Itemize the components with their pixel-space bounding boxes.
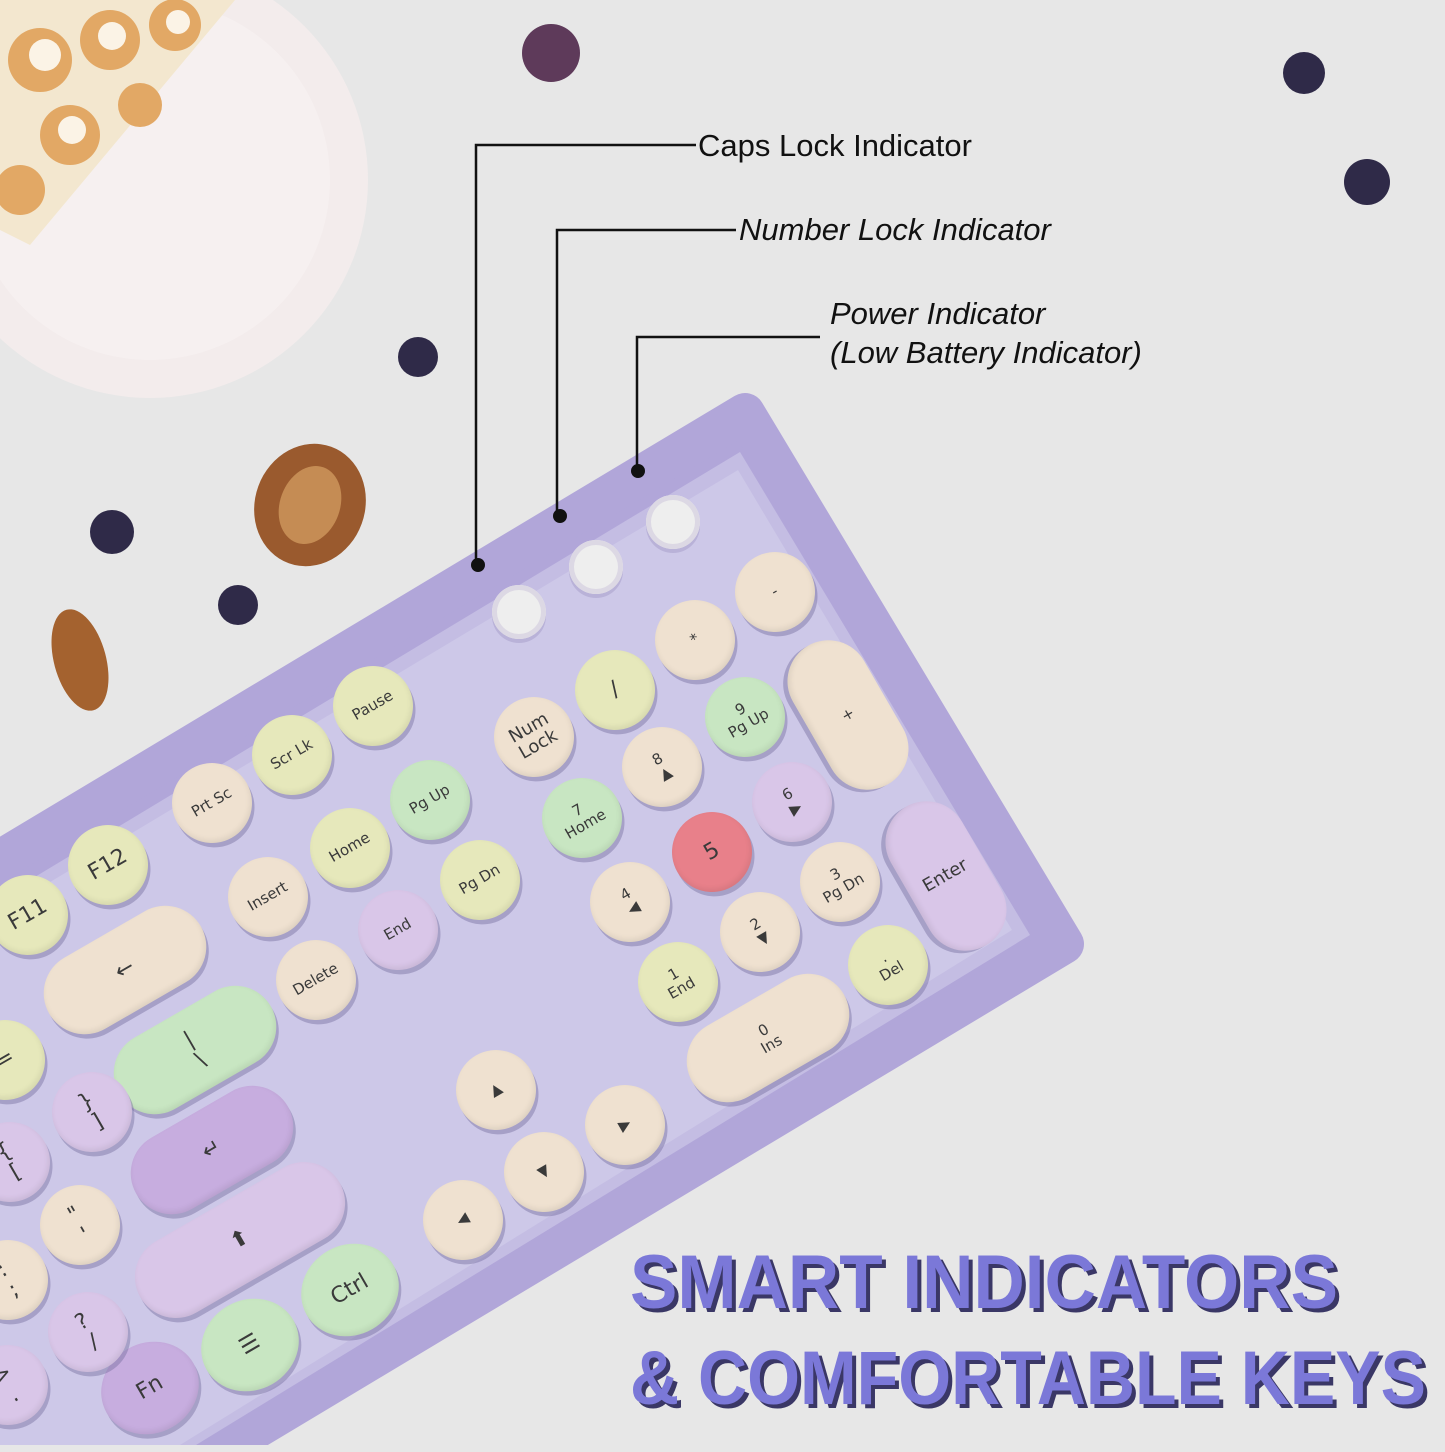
low-battery-label: (Low Battery Indicator)	[830, 335, 1142, 370]
caps-lock-pointer-dot	[471, 558, 485, 572]
blueberries	[90, 24, 1390, 625]
walnuts	[51, 443, 366, 711]
key-plus-label: +	[837, 703, 858, 726]
number-lock-led	[569, 540, 623, 594]
power-label: Power Indicator	[830, 296, 1046, 331]
power-led	[646, 495, 700, 549]
key-enter-label: Enter	[919, 853, 972, 897]
caps-lock-label: Caps Lock Indicator	[698, 128, 972, 163]
number-lock-pointer-dot	[553, 509, 567, 523]
power-pointer-dot	[631, 464, 645, 478]
callout-lines	[474, 143, 820, 565]
number-lock-label: Number Lock Indicator	[739, 212, 1051, 247]
caps-lock-led	[492, 585, 546, 639]
